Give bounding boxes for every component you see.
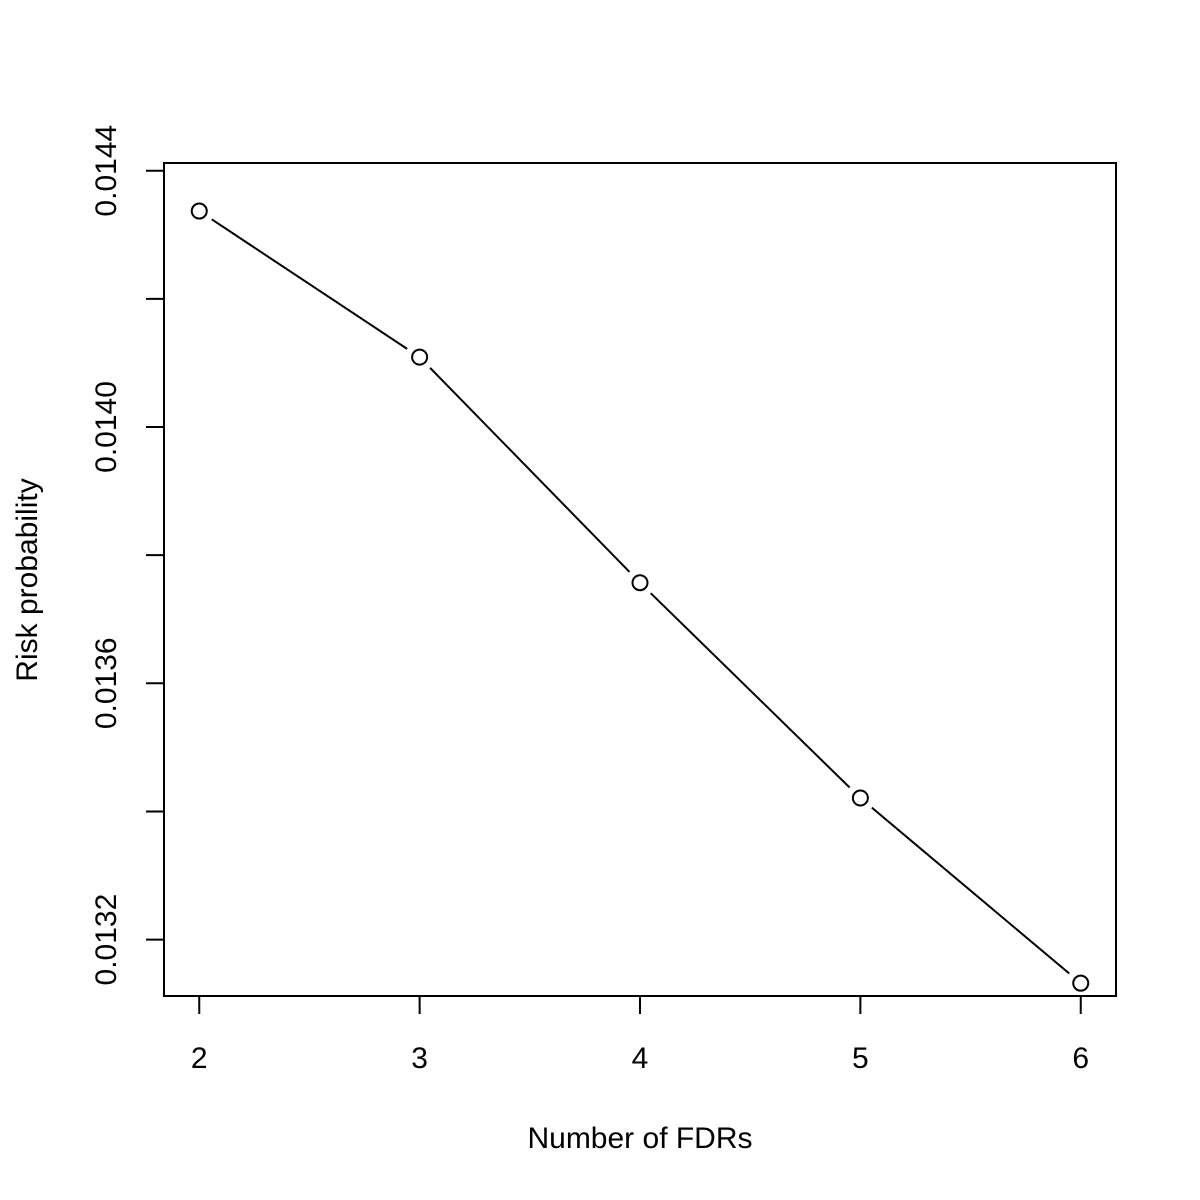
y-axis: 0.0132 0.0136 0.0140 0.0144 bbox=[90, 125, 165, 986]
x-axis-label: Number of FDRs bbox=[527, 1122, 752, 1155]
x-tick-label: 4 bbox=[632, 1042, 649, 1075]
y-tick-label: 0.0140 bbox=[90, 381, 123, 473]
data-point bbox=[411, 348, 429, 366]
y-tick-label: 0.0144 bbox=[90, 125, 123, 217]
series-line-segment bbox=[429, 367, 631, 573]
data-point bbox=[851, 789, 869, 807]
x-axis: 2 3 4 5 6 bbox=[191, 995, 1089, 1075]
y-axis-label: Risk probability bbox=[11, 478, 44, 681]
data-series bbox=[190, 202, 1090, 992]
y-tick-label: 0.0132 bbox=[90, 894, 123, 986]
series-line-segment bbox=[871, 806, 1070, 975]
x-tick-label: 6 bbox=[1072, 1042, 1089, 1075]
data-point bbox=[190, 202, 208, 220]
series-line-segment bbox=[650, 592, 851, 789]
x-tick-label: 3 bbox=[411, 1042, 428, 1075]
y-tick-label: 0.0136 bbox=[90, 637, 123, 729]
data-point bbox=[631, 574, 649, 592]
data-point bbox=[1072, 974, 1090, 992]
series-line-segment bbox=[211, 218, 408, 350]
x-tick-label: 2 bbox=[191, 1042, 208, 1075]
x-tick-label: 5 bbox=[852, 1042, 869, 1075]
